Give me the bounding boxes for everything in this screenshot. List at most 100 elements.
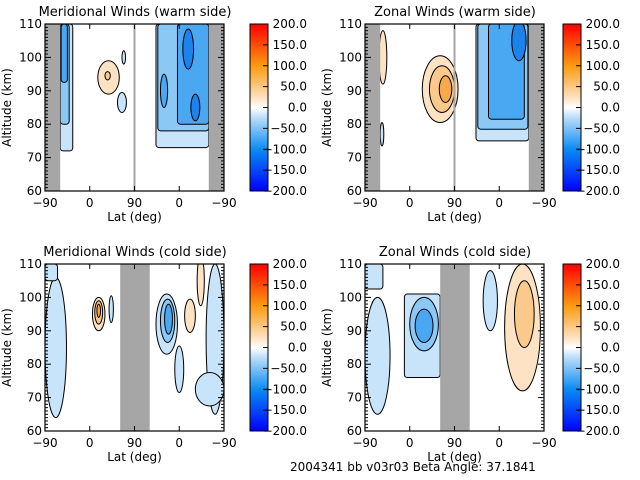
y-tick-label: 100	[339, 50, 362, 64]
x-tick-label: 0	[175, 196, 183, 210]
contour-region	[116, 91, 127, 114]
x-tick-label: −90	[531, 436, 556, 450]
colorbar: 200.0 150.0 100.0 50.0 0.0 −50.0 −100.0 −150.0 −…	[562, 17, 620, 198]
colorbar-tick-label: −200.0	[576, 424, 620, 438]
colorbar-tick-label: 100.0	[273, 299, 307, 313]
y-tick-label: 100	[339, 290, 362, 304]
x-tick-label: 0	[86, 436, 94, 450]
colorbar-tick-label: 0.0	[601, 101, 620, 115]
colorbar-tick-label: −100.0	[576, 382, 620, 396]
x-tick-label: −90	[352, 196, 377, 210]
y-axis-label: Altitude (km)	[320, 68, 334, 147]
colorbar-tick-label: −50.0	[270, 121, 307, 135]
contour-region	[194, 372, 224, 407]
no-data-band	[45, 24, 61, 191]
colorbar-tick-label: 150.0	[273, 38, 307, 52]
no-data-band	[528, 24, 544, 191]
plot-area	[365, 264, 544, 431]
plot-area	[45, 264, 224, 431]
contour-region	[513, 280, 535, 349]
colorbar-tick-label: 150.0	[273, 278, 307, 292]
x-axis-label: Lat (deg)	[107, 210, 162, 224]
x-tick-label: −90	[32, 196, 57, 210]
contour-region	[121, 50, 127, 65]
colorbar-tick-label: −150.0	[263, 403, 307, 417]
y-tick-label: 90	[347, 84, 362, 98]
x-tick-label: −90	[211, 436, 236, 450]
no-data-band	[208, 24, 224, 191]
colorbar-tick-label: −50.0	[583, 361, 620, 375]
chart-title: Zonal Winds (cold side)	[379, 245, 531, 260]
x-tick-label: 0	[406, 436, 414, 450]
contour-region	[182, 28, 195, 70]
contour-region	[365, 264, 384, 290]
x-tick-label: 0	[495, 436, 503, 450]
x-tick-label: 0	[406, 196, 414, 210]
contour-region	[96, 303, 101, 318]
y-tick-label: 60	[27, 424, 42, 438]
y-tick-label: 90	[27, 324, 42, 338]
colorbar-tick-label: 150.0	[586, 38, 620, 52]
colorbar-tick-label: 50.0	[593, 320, 620, 334]
contour-region	[164, 303, 173, 335]
no-data-band	[120, 264, 150, 431]
footer-info: 2004341 bb v03r03 Beta Angle: 37.1841	[290, 460, 536, 474]
x-tick-label: −90	[32, 436, 57, 450]
x-axis-label: Lat (deg)	[107, 450, 162, 464]
contour-region	[511, 24, 527, 62]
plot-area	[365, 24, 544, 191]
x-axis-label: Lat (deg)	[427, 450, 482, 464]
colorbar-tick-label: −100.0	[263, 142, 307, 156]
x-tick-label: 0	[86, 196, 94, 210]
colorbar-tick-label: 100.0	[586, 59, 620, 73]
colorbar-tick-label: 0.0	[288, 101, 307, 115]
colorbar-tick-label: 0.0	[601, 341, 620, 355]
colorbar-tick-label: 200.0	[586, 257, 620, 271]
x-tick-label: −90	[352, 436, 377, 450]
y-tick-label: 110	[339, 17, 362, 31]
contour-region	[108, 295, 114, 323]
panel-2: Zonal Winds (warm side)11010090807060−90…	[320, 5, 620, 224]
x-tick-label: −90	[211, 196, 236, 210]
y-tick-label: 70	[347, 391, 362, 405]
colorbar-tick-label: −50.0	[270, 361, 307, 375]
contour-region	[45, 276, 67, 419]
contour-region	[482, 270, 498, 332]
y-axis-label: Altitude (km)	[0, 68, 14, 147]
y-tick-label: 100	[19, 290, 42, 304]
y-tick-label: 70	[27, 151, 42, 165]
colorbar-tick-label: 100.0	[586, 299, 620, 313]
colorbar-tick-label: −100.0	[263, 382, 307, 396]
x-tick-label: 90	[127, 436, 142, 450]
colorbar-tick-label: −100.0	[576, 142, 620, 156]
colorbar-tick-label: −150.0	[576, 403, 620, 417]
colorbar: 200.0 150.0 100.0 50.0 0.0 −50.0 −100.0 −150.0 −…	[562, 257, 620, 438]
contour-region	[414, 308, 434, 343]
colorbar-tick-label: −150.0	[576, 163, 620, 177]
y-tick-label: 110	[19, 17, 42, 31]
y-tick-label: 60	[27, 184, 42, 198]
x-axis-label: Lat (deg)	[427, 210, 482, 224]
x-tick-label: 90	[127, 196, 142, 210]
hemisphere-divider	[133, 24, 136, 191]
contour-region	[159, 73, 169, 109]
x-tick-label: 0	[495, 196, 503, 210]
colorbar-tick-label: 0.0	[288, 341, 307, 355]
contour-region	[379, 122, 385, 147]
panel-4: Zonal Winds (cold side)11010090807060−90…	[320, 245, 620, 464]
panel-1: Meridional Winds (warm side)110 100 90 80 70…	[0, 5, 307, 224]
x-tick-label: 0	[175, 436, 183, 450]
y-tick-label: 100	[19, 50, 42, 64]
y-tick-label: 80	[347, 357, 362, 371]
x-tick-label: 90	[447, 196, 462, 210]
y-tick-label: 110	[339, 257, 362, 271]
contour-region	[184, 298, 196, 333]
y-tick-label: 90	[27, 84, 42, 98]
y-tick-label: 110	[19, 257, 42, 271]
colorbar: 200.0 150.0 100.0 50.0 0.0 −50.0 −100.0 −150.0 −…	[249, 257, 307, 438]
x-tick-label: −90	[531, 196, 556, 210]
y-axis-label: Altitude (km)	[320, 308, 334, 387]
y-tick-label: 70	[347, 151, 362, 165]
y-tick-label: 70	[27, 391, 42, 405]
